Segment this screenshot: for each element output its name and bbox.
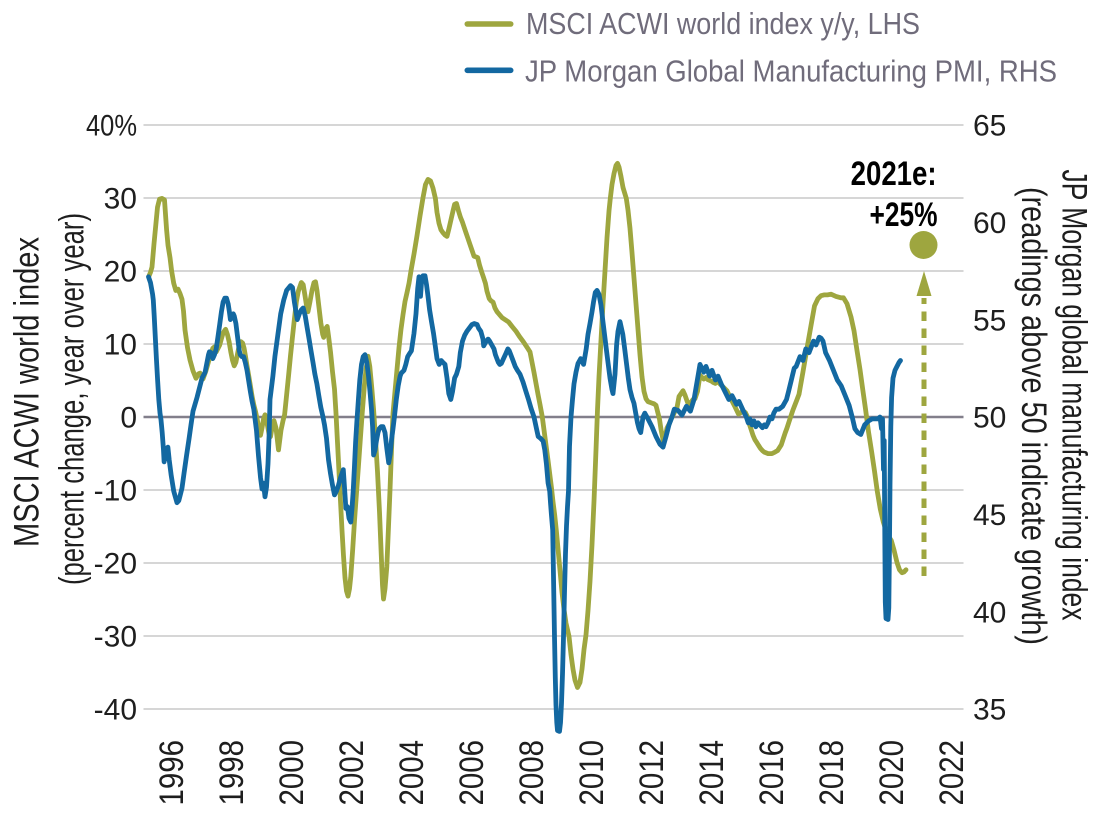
svg-text:30: 30: [104, 183, 137, 216]
svg-text:2012: 2012: [633, 740, 671, 806]
svg-text:10: 10: [104, 329, 137, 362]
svg-text:1998: 1998: [213, 740, 251, 806]
svg-text:65: 65: [973, 110, 1006, 143]
svg-text:-40: -40: [94, 694, 137, 727]
svg-text:JP Morgan Global Manufacturing: JP Morgan Global Manufacturing PMI, RHS: [525, 54, 1057, 89]
svg-text:35: 35: [973, 694, 1006, 727]
svg-text:(readings above 50 indicate gr: (readings above 50 indicate growth): [1014, 187, 1053, 645]
svg-text:45: 45: [973, 499, 1006, 532]
svg-text:-30: -30: [94, 621, 137, 654]
svg-text:0: 0: [120, 402, 137, 435]
svg-text:-20: -20: [94, 548, 137, 581]
svg-text:2021e:: 2021e:: [851, 155, 937, 193]
svg-text:1996: 1996: [153, 740, 191, 806]
svg-text:2014: 2014: [693, 740, 731, 806]
svg-text:60: 60: [973, 207, 1006, 240]
svg-text:2008: 2008: [513, 740, 551, 806]
svg-text:2018: 2018: [813, 740, 851, 806]
svg-text:20: 20: [104, 256, 137, 289]
svg-text:MSCI ACWI world index y/y, LHS: MSCI ACWI world index y/y, LHS: [526, 6, 920, 41]
svg-text:40: 40: [973, 596, 1006, 629]
svg-text:2016: 2016: [753, 740, 791, 806]
svg-text:+25%: +25%: [870, 196, 938, 234]
svg-text:2006: 2006: [453, 740, 491, 806]
svg-text:2002: 2002: [333, 740, 371, 806]
svg-text:JP Morgan global manufacturing: JP Morgan global manufacturing index: [1055, 170, 1094, 621]
svg-text:MSCI ACWI world index: MSCI ACWI world index: [8, 237, 47, 547]
svg-text:2022: 2022: [933, 740, 971, 805]
svg-text:2010: 2010: [573, 740, 611, 806]
svg-text:50: 50: [973, 402, 1006, 435]
svg-text:2004: 2004: [393, 740, 431, 806]
svg-text:55: 55: [973, 304, 1006, 337]
svg-text:2000: 2000: [273, 740, 311, 806]
svg-text:40%: 40%: [86, 110, 137, 143]
svg-text:2020: 2020: [873, 740, 911, 806]
svg-text:(percent change, year over yea: (percent change, year over year): [53, 213, 92, 585]
svg-text:-10: -10: [94, 475, 137, 508]
